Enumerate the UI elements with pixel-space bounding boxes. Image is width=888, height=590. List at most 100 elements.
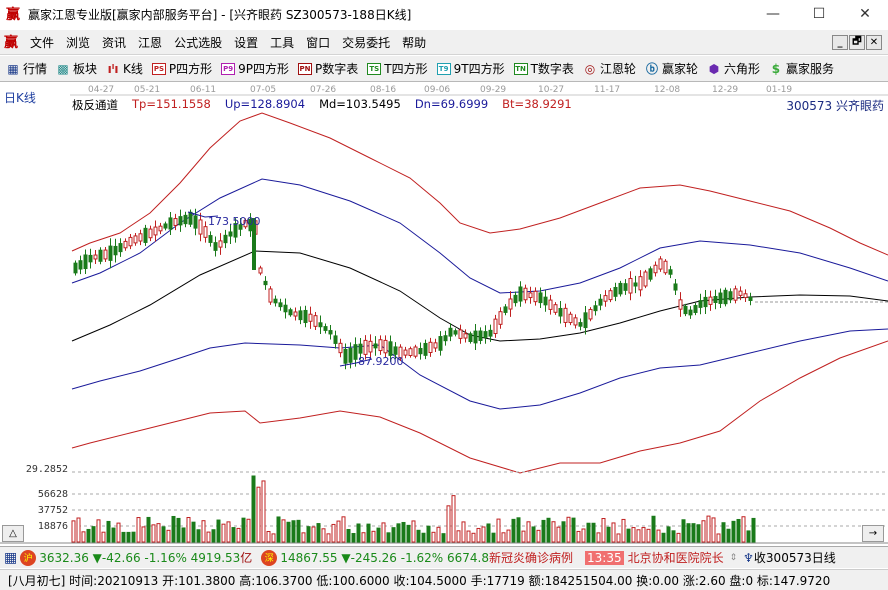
hexagon-icon: ⬢ bbox=[708, 61, 720, 76]
sh-index-text: 3632.36 ▼-42.66 -1.16% 4919.53 bbox=[39, 550, 241, 565]
news-spin-icon[interactable]: ⇕ bbox=[729, 552, 738, 563]
date-tick: 12-29 bbox=[712, 85, 739, 95]
vol-tick-3: 56628 bbox=[37, 489, 68, 500]
date-tick: 09-06 bbox=[424, 85, 451, 95]
table-icon: ▦ bbox=[7, 61, 19, 76]
date-tick: 05-21 bbox=[134, 85, 161, 95]
legend-tp: Tp=151.1558 bbox=[132, 97, 211, 111]
toolbar-dollar-button[interactable]: $ 赢家服务 bbox=[769, 60, 834, 77]
toolbar-pn-button[interactable]: PN P数字表 bbox=[298, 60, 358, 77]
scroll-right-button[interactable]: → bbox=[862, 525, 884, 542]
date-tick: 07-05 bbox=[250, 85, 277, 95]
sz-index-badge[interactable]: 深 bbox=[261, 549, 278, 566]
title-bar: 赢 赢家江恩专业版[赢家内部服务平台] - [兴齐眼药 SZ300573-188… bbox=[0, 0, 888, 28]
tn-icon: TN bbox=[513, 62, 528, 75]
sz-index-text: 14867.55 ▼-245.26 -1.62% 6674.8 bbox=[280, 550, 489, 565]
menu-browse[interactable]: 浏览 bbox=[66, 35, 91, 50]
sh-index-badge[interactable]: 沪 bbox=[20, 549, 37, 566]
toolbar-label: 赢家轮 bbox=[661, 62, 698, 76]
menu-settings[interactable]: 设置 bbox=[234, 35, 259, 50]
candlestick-icon: ıˡı bbox=[107, 61, 119, 76]
market-status-bar: ▦ 沪 3632.36 ▼-42.66 -1.16% 4919.53 亿 深 1… bbox=[0, 546, 888, 568]
bar-info-status: [八月初七] 时间:20210913 开:101.3800 高:106.3700… bbox=[0, 569, 888, 590]
toolbar-label: P数字表 bbox=[315, 62, 359, 76]
date-tick: 11-17 bbox=[594, 85, 621, 95]
toolbar-table-button[interactable]: ▦ 行情 bbox=[6, 60, 47, 77]
indicator-name: 极反通道 bbox=[72, 98, 118, 112]
antenna-icon: ♆ bbox=[743, 550, 754, 565]
menu-formula[interactable]: 公式选股 bbox=[174, 35, 223, 50]
menu-help[interactable]: 帮助 bbox=[402, 35, 427, 50]
bar-info-text: [八月初七] 时间:20210913 开:101.3800 高:106.3700… bbox=[8, 573, 831, 588]
close-button[interactable]: ✕ bbox=[859, 6, 871, 22]
toolbar-hexagon-button[interactable]: ⬢ 六角形 bbox=[707, 60, 760, 77]
date-tick: 07-26 bbox=[310, 85, 337, 95]
sh-index-unit: 亿 bbox=[240, 551, 253, 565]
mdi-restore-button[interactable]: 🗗 bbox=[849, 35, 865, 50]
toolbar-label: 板块 bbox=[73, 62, 98, 76]
scroll-left-button[interactable]: △ bbox=[2, 525, 24, 542]
mdi-close-button[interactable]: ✕ bbox=[866, 35, 882, 50]
toolbar-label: 江恩轮 bbox=[599, 62, 636, 76]
legend-md: Md=103.5495 bbox=[319, 97, 401, 111]
menu-trade[interactable]: 交易委托 bbox=[342, 35, 391, 50]
menu-bar: 赢 文件 浏览 资讯 江恩 公式选股 设置 工具 窗口 交易委托 帮助 _ 🗗 … bbox=[0, 30, 888, 55]
date-tick: 09-29 bbox=[480, 85, 507, 95]
legend-bt: Bt=38.9291 bbox=[502, 97, 572, 111]
toolbar-label: 9P四方形 bbox=[238, 62, 290, 76]
toolbar-label: 六角形 bbox=[723, 62, 760, 76]
date-tick: 06-11 bbox=[190, 85, 217, 95]
indicator-legend: 极反通道 Tp=151.1558 Up=128.8904 Md=103.5495… bbox=[72, 97, 572, 113]
menu-file[interactable]: 文件 bbox=[30, 35, 55, 50]
toolbar-label: 赢家服务 bbox=[785, 62, 834, 76]
vol-tick-1: 18876 bbox=[37, 521, 68, 532]
ts-icon: TS bbox=[367, 62, 382, 75]
window-title: 赢家江恩专业版[赢家内部服务平台] - [兴齐眼药 SZ300573-188日K… bbox=[28, 7, 412, 22]
toolbar-tn-button[interactable]: TN T数字表 bbox=[513, 60, 574, 77]
quote-table-icon[interactable]: ▦ bbox=[4, 549, 18, 566]
low-marker-label: 87.9200 bbox=[358, 355, 404, 368]
menu-news[interactable]: 资讯 bbox=[102, 35, 127, 50]
receive-status: 收300573日线 bbox=[753, 551, 836, 565]
minimize-button[interactable]: — bbox=[766, 6, 780, 22]
toolbar: ▦ 行情 ▩ 板块 ıˡı K线 PS P四方形 P9 9P四方形 PN P数字表 TS T四方形 T9 9T… bbox=[0, 56, 888, 82]
vol-tick-2: 37752 bbox=[37, 505, 68, 516]
toolbar-t9-button[interactable]: T9 9T四方形 bbox=[436, 60, 505, 77]
toolbar-ps-button[interactable]: PS P四方形 bbox=[151, 60, 213, 77]
legend-dn: Dn=69.6999 bbox=[414, 97, 489, 111]
toolbar-ts-button[interactable]: TS T四方形 bbox=[367, 60, 428, 77]
maximize-button[interactable]: ☐ bbox=[812, 6, 826, 22]
news-ticker-2[interactable]: 北京协和医院院长 bbox=[627, 551, 724, 565]
news-ticker-1[interactable]: 新冠炎确诊病例 bbox=[489, 551, 574, 565]
date-tick: 04-27 bbox=[88, 85, 115, 95]
toolbar-candlestick-button[interactable]: ıˡı K线 bbox=[106, 60, 143, 77]
period-label[interactable]: 日K线 bbox=[4, 91, 36, 105]
pn-icon: PN bbox=[298, 62, 313, 75]
vol-axis-top: 29.2852 bbox=[25, 464, 68, 475]
toolbar-blocks-button[interactable]: ▩ 板块 bbox=[56, 60, 97, 77]
stock-code-name: 300573 兴齐眼药 bbox=[786, 99, 884, 113]
gann-wheel-icon: ◎ bbox=[584, 61, 596, 76]
menu-tools[interactable]: 工具 bbox=[270, 35, 295, 50]
dollar-icon: $ bbox=[771, 61, 781, 76]
toolbar-big-wheel-button[interactable]: ⓑ 赢家轮 bbox=[645, 60, 698, 77]
big-wheel-icon: ⓑ bbox=[645, 62, 658, 76]
date-tick: 12-08 bbox=[654, 85, 681, 95]
menu-logo-icon: 赢 bbox=[4, 35, 18, 51]
date-tick: 10-27 bbox=[538, 85, 565, 95]
chart-area[interactable]: 04-27 05-21 06-11 07-05 07-26 08-16 09-06 09-29… bbox=[0, 83, 888, 545]
mdi-minimize-button[interactable]: _ bbox=[832, 35, 848, 50]
menu-window[interactable]: 窗口 bbox=[306, 35, 331, 50]
toolbar-gann-wheel-button[interactable]: ◎ 江恩轮 bbox=[583, 60, 636, 77]
app-logo-icon: 赢 bbox=[6, 7, 20, 23]
toolbar-label: 9T四方形 bbox=[453, 62, 505, 76]
ps-icon: PS bbox=[151, 62, 166, 75]
menu-gann[interactable]: 江恩 bbox=[138, 35, 163, 50]
high-marker-label: 173.5000 bbox=[208, 215, 261, 228]
toolbar-label: P四方形 bbox=[168, 62, 213, 76]
toolbar-p9-button[interactable]: P9 9P四方形 bbox=[221, 60, 289, 77]
toolbar-label: K线 bbox=[123, 62, 143, 76]
date-tick: 08-16 bbox=[370, 85, 397, 95]
p9-icon: P9 bbox=[221, 62, 236, 75]
news-time: 13:35 bbox=[585, 550, 624, 565]
